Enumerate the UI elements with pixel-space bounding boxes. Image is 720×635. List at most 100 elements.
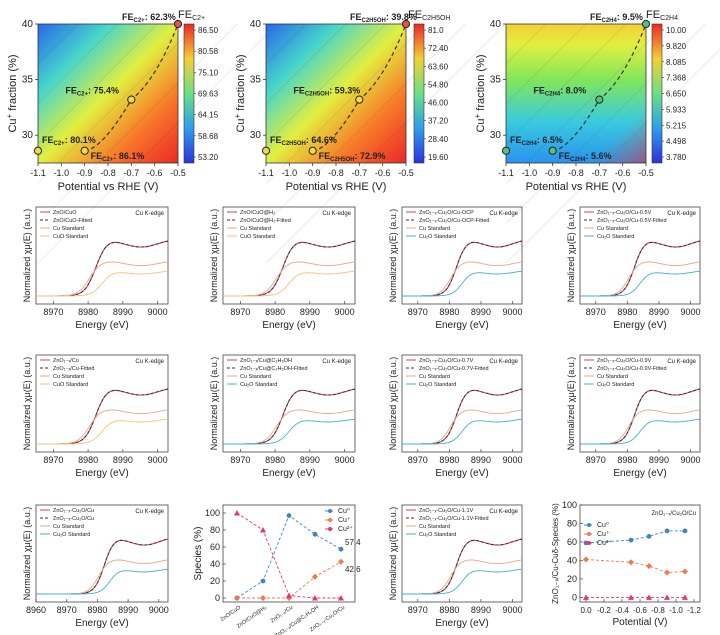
x-tick-label: -0.7 [352, 168, 368, 178]
point-label-main: FE [65, 86, 77, 96]
legend-label: Cu⁺ [338, 516, 351, 524]
legend-label: ZnO₁₋ₓ/Cu@C₂H₅OH-Fitted [240, 366, 308, 372]
spectrum-line [402, 418, 523, 445]
colorbar-tick-label: 28.40 [428, 135, 449, 144]
point-label-main: FE [42, 135, 54, 145]
legend-label: ZnO₁₋ₓ-Cu₂O/Cu-0.7V-Fitted [419, 366, 489, 372]
point-label-value: : 5.6% [586, 151, 612, 161]
series-line [236, 514, 342, 599]
colorbar-tick-label: 19.60 [428, 153, 449, 162]
legend-label: Cu₂O Standard [597, 382, 634, 388]
series-point [312, 595, 318, 601]
point-label-sub: C2H4 [522, 141, 538, 147]
xanes-panel-1: 8970 8980 8990 9000 Energy (eV) Normalized χμ… [22, 206, 169, 331]
point-label: FEC2+: 80.1% [42, 135, 96, 147]
x-tick-label: -0.8 [568, 168, 584, 178]
x-tick-label: 8980 [78, 307, 98, 317]
point-label-sub: C2H4 [570, 157, 586, 163]
data-point [355, 95, 364, 104]
legend-label: Cu Standard [53, 524, 84, 530]
point-label-main: FE [559, 151, 571, 161]
spectrum-line [223, 261, 356, 297]
x-tick-label: 8980 [87, 605, 107, 615]
y-axis-label: Normalized χμ(E) (a.u.) [22, 357, 32, 450]
legend-label: ZnO₁₋ₓ-Cu₂O/Cu-0.7V [419, 358, 474, 364]
series-point [312, 573, 318, 580]
colorbar [183, 23, 195, 164]
y-axis-label-part: + [473, 113, 482, 118]
series-point [664, 528, 670, 534]
point-label-sub: C2+ [102, 157, 114, 163]
y-tick-label: 30 [490, 130, 502, 141]
point-label-value: : 72.9% [355, 151, 386, 161]
x-tick-label: -0.9 [305, 168, 321, 178]
data-point [173, 19, 183, 29]
y-axis-label: Cu+ fraction (%) [233, 54, 247, 132]
contour-line [265, 23, 466, 224]
legend-label: Cu₂O Standard [419, 382, 456, 388]
heatmap-field [38, 24, 178, 163]
category-label: ZnO/CuO [219, 604, 242, 623]
colorbar-tick-label: 46.00 [428, 99, 449, 108]
plot-frame [35, 504, 169, 603]
edge-label: Cu K-edge [135, 359, 164, 365]
series-line [585, 559, 686, 573]
edge-label: Cu K-edge [322, 359, 351, 365]
spectrum-line [36, 559, 169, 595]
colorbar-tick-label: 7.368 [666, 74, 687, 83]
series-point [664, 594, 670, 600]
legend-label: ZnO₁₋ₓ-Cu₂O/Cu-0.9V [597, 358, 652, 364]
y-tick-label: 0 [215, 593, 220, 603]
data-point [548, 146, 557, 155]
plot-frame [401, 504, 523, 603]
point-label: FEC2H5OH: 39.8% [350, 12, 417, 24]
x-tick-label: 8990 [113, 307, 133, 317]
legend-marker [328, 518, 332, 522]
y-axis-label: Normalized χμ(E) (a.u.) [209, 357, 219, 450]
y-axis-label-part: + [233, 113, 242, 118]
y-tick-label: 30 [250, 130, 262, 141]
legend-label: CuO Standard [53, 234, 88, 240]
series-point [260, 527, 266, 533]
x-tick-label: 8980 [265, 307, 285, 317]
spectrum-line [223, 240, 356, 297]
point-label: FEC2+: 75.4% [65, 86, 119, 98]
y-axis-label: Cu+ fraction (%) [473, 54, 487, 132]
point-label-value: : 8.0% [560, 86, 586, 96]
contour-line [37, 23, 118, 104]
point-label-value: : 62.3% [145, 12, 176, 22]
legend-label: Cu₂O Standard [53, 532, 90, 538]
point-label-main: FE [350, 12, 362, 22]
colorbar-tick-label: 58.68 [198, 132, 219, 141]
y-axis-label: ZnO₁₋ₓ/Cu-Cuδ-Species (%) [551, 503, 560, 604]
x-tick-label: -0.8 [651, 606, 665, 615]
y-tick-label: 40 [250, 19, 262, 30]
colorbar-tick-label: 8.085 [666, 58, 687, 67]
colorbar-tick-label: 5.215 [666, 121, 687, 130]
point-label-main: FE [91, 151, 103, 161]
x-tick-label: -1.1 [498, 168, 514, 178]
point-label-sub: C2+ [77, 92, 89, 98]
x-tick-label: -0.8 [328, 168, 344, 178]
legend-label: ZnO₁₋ₓ-Cu₂O/Cu-1.1V-Fitted [419, 516, 489, 522]
contour-line [505, 23, 547, 65]
x-axis-label: Energy (eV) [435, 468, 488, 479]
contour-line [37, 23, 238, 224]
y-tick-label: 100 [205, 508, 220, 518]
point-label-value: : 86.1% [113, 151, 144, 161]
y-tick-label: 40 [490, 19, 502, 30]
colorbar [413, 23, 425, 164]
point-label-main: FE [510, 135, 522, 145]
x-tick-label: -0.7 [124, 168, 140, 178]
edge-label: Cu K-edge [135, 509, 164, 515]
plot-frame [222, 354, 356, 453]
y-tick-label: 0 [572, 592, 577, 602]
spectrum-line [580, 388, 701, 445]
x-tick-label: -1.0 [54, 168, 70, 178]
y-tick-label: 35 [22, 75, 34, 86]
edge-label: Cu K-edge [489, 509, 518, 515]
legend-label: CuO Standard [53, 382, 88, 388]
annotation-value: 57.4 [345, 538, 361, 547]
